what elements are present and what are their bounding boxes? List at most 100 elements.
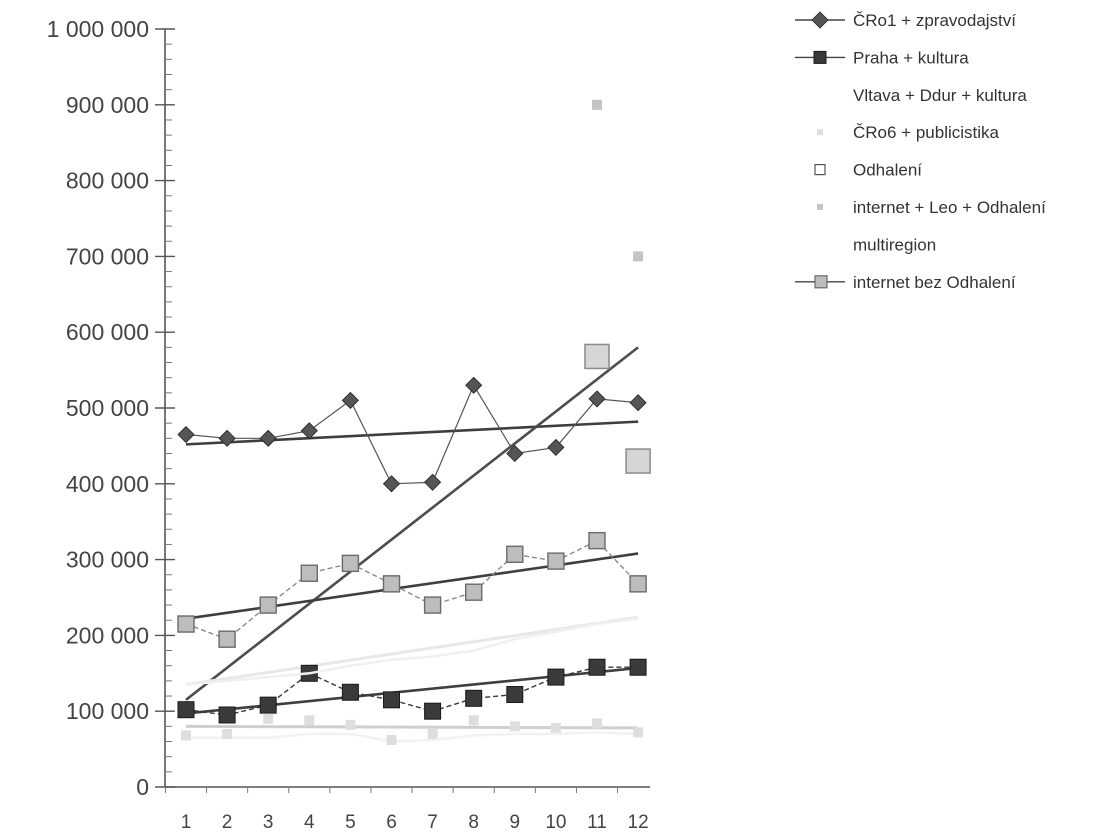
data-point [423, 596, 442, 614]
data-point [465, 689, 483, 707]
x-tick-label: 12 [628, 812, 649, 833]
data-point [550, 722, 561, 733]
data-point [218, 630, 236, 648]
data-point [506, 686, 524, 704]
data-point [592, 99, 602, 110]
series-line [186, 731, 639, 743]
data-point [259, 696, 277, 714]
x-tick-label: 1 [181, 812, 192, 833]
data-point [629, 575, 647, 593]
legend-item: ČRo1 + zpravodajství [795, 11, 1016, 30]
x-tick-label: 5 [345, 812, 356, 833]
data-point [506, 545, 524, 563]
data-point [427, 728, 438, 739]
trendline [185, 724, 639, 730]
data-point [300, 422, 318, 440]
legend-item: multiregion [853, 235, 936, 254]
data-point [424, 473, 442, 491]
y-tick-label: 500 000 [66, 395, 149, 421]
y-tick-label: 0 [136, 774, 149, 800]
data-point [218, 706, 236, 724]
trendline [185, 552, 639, 621]
data-point [588, 531, 606, 550]
series-line [185, 539, 639, 640]
y-tick-label: 1 000 000 [47, 16, 149, 42]
legend-marker [817, 204, 823, 210]
series-line [185, 617, 639, 686]
legend-marker [814, 275, 828, 289]
trendline [185, 420, 639, 446]
y-tick-label: 700 000 [66, 243, 149, 269]
x-tick-label: 8 [468, 812, 479, 833]
data-point [177, 615, 195, 633]
data-point [633, 251, 644, 262]
data-point [509, 721, 520, 732]
legend-marker [814, 164, 826, 176]
y-tick-label: 600 000 [66, 319, 149, 345]
legend-item: Praha + kultura [795, 48, 969, 67]
data-point [465, 583, 483, 601]
x-tick-label: 9 [510, 812, 521, 833]
x-tick-label: 3 [263, 812, 274, 833]
data-point [259, 429, 277, 447]
axes-group: 0 100 000 200 000 300 000 400 000 500 000 600 … [47, 16, 651, 833]
data-point [263, 713, 274, 724]
legend-label: internet + Leo + Odhalení [853, 198, 1046, 217]
legend-label: internet bez Odhalení [853, 273, 1016, 292]
legend-label: Odhalení [853, 161, 922, 180]
legend-label: Praha + kultura [853, 48, 969, 67]
data-point [506, 444, 524, 463]
x-tick-label: 2 [222, 812, 233, 833]
data-point [222, 728, 233, 739]
data-point [465, 376, 483, 394]
y-tick-label: 100 000 [66, 698, 149, 724]
legend-marker [817, 129, 823, 136]
x-tick-label: 10 [545, 812, 566, 833]
data-point [177, 425, 195, 444]
legend-item: Vltava + Ddur + kultura [853, 86, 1027, 105]
x-tick-label: 7 [427, 812, 438, 833]
legend-label: ČRo1 + zpravodajství [853, 11, 1016, 30]
y-tick-label: 400 000 [66, 471, 149, 497]
series-group [177, 99, 651, 746]
trendline [185, 615, 639, 687]
data-point [181, 730, 191, 741]
data-point [633, 727, 644, 738]
data-point [386, 735, 397, 746]
legend: ČRo1 + zpravodajství Praha + kultura Vltav… [795, 11, 1046, 292]
legend-label: multiregion [853, 235, 936, 254]
legend-marker [813, 50, 827, 64]
data-point [341, 391, 359, 409]
data-point [345, 719, 356, 730]
data-point [547, 552, 565, 570]
data-point [304, 715, 315, 726]
y-tick-label: 200 000 [66, 622, 149, 648]
data-point [259, 596, 277, 614]
legend-item: ČRo6 + publicistika [817, 123, 1000, 142]
data-point [588, 658, 606, 676]
data-point [424, 702, 442, 720]
x-tick-label: 11 [587, 812, 607, 833]
data-point [177, 701, 195, 719]
data-point [584, 343, 610, 370]
legend-marker [811, 11, 829, 29]
y-tick-label: 300 000 [66, 547, 149, 573]
data-point [383, 691, 400, 709]
data-point [300, 564, 318, 582]
data-point [625, 448, 651, 474]
data-point [218, 429, 236, 447]
data-point [382, 475, 401, 493]
legend-label: Vltava + Ddur + kultura [853, 86, 1027, 105]
trendlines-group [185, 346, 639, 730]
data-point [588, 390, 606, 408]
data-point [341, 683, 359, 701]
legend-item: internet bez Odhalení [795, 273, 1016, 292]
legend-label: ČRo6 + publicistika [853, 123, 1000, 142]
y-tick-label: 800 000 [66, 168, 149, 194]
legend-item: internet + Leo + Odhalení [817, 198, 1046, 217]
y-tick-label: 900 000 [66, 92, 149, 118]
data-point [547, 438, 565, 456]
data-point [629, 394, 647, 412]
